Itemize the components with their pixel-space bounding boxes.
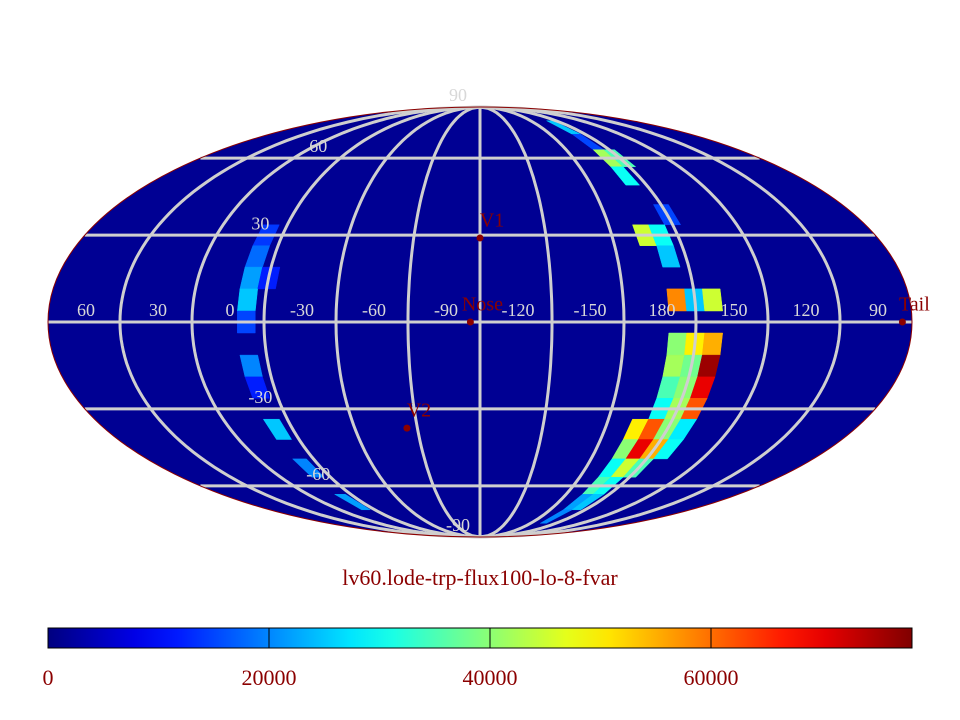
flux-cell — [539, 509, 573, 524]
longitude-label: 90 — [869, 300, 887, 320]
longitude-label: 180 — [649, 300, 676, 320]
latitude-label: -30 — [248, 387, 272, 407]
colorbar-tick-label: 0 — [43, 665, 54, 690]
point-marker — [898, 318, 906, 326]
longitude-label: 60 — [77, 300, 95, 320]
flux-cell — [610, 166, 641, 186]
latitude-label: -60 — [306, 464, 330, 484]
point-label: Nose — [462, 294, 503, 316]
latitude-label: 30 — [251, 213, 269, 233]
flux-cell — [702, 288, 723, 312]
graticule — [48, 105, 912, 539]
flux-cell — [291, 458, 325, 478]
point-marker — [476, 234, 484, 242]
point-label: Tail — [899, 294, 930, 316]
longitude-label: -60 — [362, 300, 386, 320]
map-title: lv60.lode-trp-flux100-lo-8-fvar — [342, 565, 618, 590]
colorbar-gradient — [47, 627, 913, 649]
longitude-label: -90 — [434, 300, 458, 320]
map-outline — [47, 106, 913, 538]
flux-cell — [244, 376, 271, 399]
latitude-label: -90 — [446, 515, 470, 535]
longitude-label: 150 — [721, 300, 748, 320]
flux-cell — [702, 332, 723, 356]
flux-cell — [333, 494, 372, 511]
latitude-label: 60 — [309, 136, 327, 156]
longitude-label: 120 — [793, 300, 820, 320]
flux-cell — [571, 494, 605, 511]
flux-cell — [262, 418, 293, 440]
flux-cell — [656, 245, 681, 268]
longitude-label: 0 — [226, 300, 235, 320]
longitude-label: -120 — [502, 300, 535, 320]
longitude-label: 30 — [149, 300, 167, 320]
point-marker — [466, 318, 474, 326]
flux-cell — [666, 332, 687, 356]
point-label: V2 — [407, 400, 431, 422]
colorbar-tick-label: 60000 — [684, 665, 739, 690]
colorbar-tick-label: 40000 — [463, 665, 518, 690]
flux-cell — [237, 288, 258, 312]
longitude-label: -150 — [574, 300, 607, 320]
colorbar: 0 20000 40000 60000 — [43, 627, 913, 690]
point-marker — [403, 424, 411, 432]
flux-cell — [652, 439, 685, 460]
point-label: V1 — [480, 210, 504, 232]
map: 60 30 0 -30 -60 -90 -120 -150 180 150 120 90 90 60 30 -… — [47, 85, 930, 539]
colorbar-tick-label: 20000 — [242, 665, 297, 690]
latitude-label: 90 — [449, 85, 467, 105]
longitude-label: -30 — [290, 300, 314, 320]
